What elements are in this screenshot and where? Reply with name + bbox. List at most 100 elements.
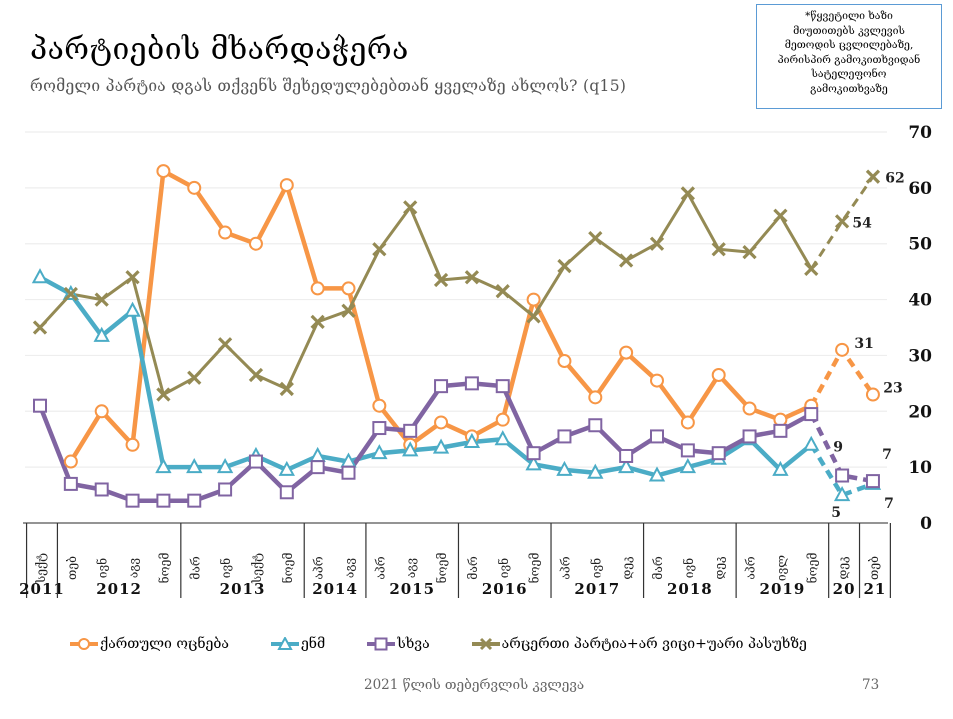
x-tick-label: მარ [466,556,480,580]
data-point [94,292,109,307]
x-tick-label: სექტ [250,553,264,584]
data-point [93,326,110,342]
data-point [525,455,542,471]
data-point [619,345,634,360]
x-tick-label: ივლ [774,555,788,581]
data-point [372,398,387,413]
x-tick-label: ნოემ [804,553,819,584]
legend-label: სხვა [397,636,430,652]
y-tick-label: 30 [908,346,932,366]
legend-label: ქართული ოცნება [100,636,229,652]
year-label: 2019 [760,580,806,598]
data-point [248,454,263,469]
y-tick-label: 10 [908,458,932,478]
data-point [372,421,387,436]
data-point [742,429,757,444]
data-label: 7 [884,496,894,512]
data-point [279,485,294,500]
x-tick-label: დეკ [620,556,634,579]
footer-text: 2021 წლის თებერვლის კვლევა [364,677,585,693]
data-label: 5 [831,505,841,521]
data-label: 7 [882,447,892,463]
x-tick-label: აპრ [558,556,572,579]
legend-item-unm: ენმ [270,636,326,652]
data-point [63,454,78,469]
page-number: 73 [862,677,880,693]
data-point [619,448,634,463]
series-line [38,275,813,478]
data-point [94,404,109,419]
square-marker-icon [367,637,396,651]
data-point [155,458,172,474]
x-tick-label: ნოემ [156,553,171,584]
data-point [464,376,479,391]
data-point [278,460,295,476]
x-tick-label: მარ [188,556,202,580]
data-point [865,169,881,184]
legend-label: არცერთი პარტია+არ ვიცი+უარი პასუხზე [501,636,807,652]
year-label: 2013 [220,580,266,598]
y-tick-label: 70 [908,123,932,143]
data-point [495,379,510,394]
y-axis: 0 10 20 30 40 50 60 70 [908,123,932,534]
data-label: 23 [883,381,902,397]
data-point [526,309,541,324]
note-line: პირისპირ გამოკითხვიდან [777,53,921,66]
x-tick-label: დეკ [836,556,850,579]
data-point [403,423,418,438]
data-point [403,200,418,215]
legend-label: ენმ [300,636,326,652]
year-label: 2014 [312,580,358,598]
page-title: პარტიების მხარდაჭერა [30,32,409,67]
data-point [341,281,356,296]
x-tick-label: აპრ [744,556,758,579]
note-line: გამოკითხვაზე [810,82,888,95]
data-point [588,230,603,246]
data-point [63,286,78,302]
x-tick-label: ივნ [588,558,603,578]
data-label: 9 [833,440,843,456]
data-point [432,438,450,454]
data-point [494,430,511,446]
legend-item-georgian-dream: ქართული ოცნება [70,636,229,652]
data-point [187,370,202,385]
data-point [341,303,356,318]
legend-item-other: სხვა [367,636,430,652]
data-point [557,429,572,444]
y-tick-label: 40 [908,291,932,311]
x-tick-label: აპრ [373,556,387,579]
data-point [433,272,449,288]
series-line [37,381,813,503]
data-point [650,373,664,388]
year-label: 2015 [389,580,435,598]
data-point [124,301,141,317]
year-label: 2012 [96,580,142,598]
data-point [94,482,109,497]
note-line: *წყვეტილი ხაზი [805,10,893,22]
y-tick-label: 0 [920,514,932,534]
data-point [279,178,294,193]
data-point [773,208,788,223]
x-tick-label: ნოემ [527,553,542,584]
data-point [463,432,481,449]
x-tick-label: სექტ [34,553,48,584]
data-point [711,446,726,461]
x-tick-label: დეკ [713,556,727,579]
y-tick-label: 20 [908,402,932,422]
data-point [865,474,880,489]
data-point [495,284,510,299]
series-line-dashed [809,443,874,498]
data-point [865,387,880,402]
legend-item-none: არცერთი პარტია+არ ვიცი+უარი პასუხზე [471,636,807,652]
x-axis: სექტ თებ ივნ აგვ ნოემ მარ ივნ სექტ ნოემ აპრ აგვ აპრ… [19,522,891,598]
year-label: 2016 [482,580,528,598]
data-point [557,258,572,274]
data-point [310,281,325,296]
data-point [125,493,140,508]
data-point [279,381,294,397]
data-point [464,270,480,285]
data-point [833,485,851,502]
data-point [63,476,78,491]
data-point [187,493,202,508]
